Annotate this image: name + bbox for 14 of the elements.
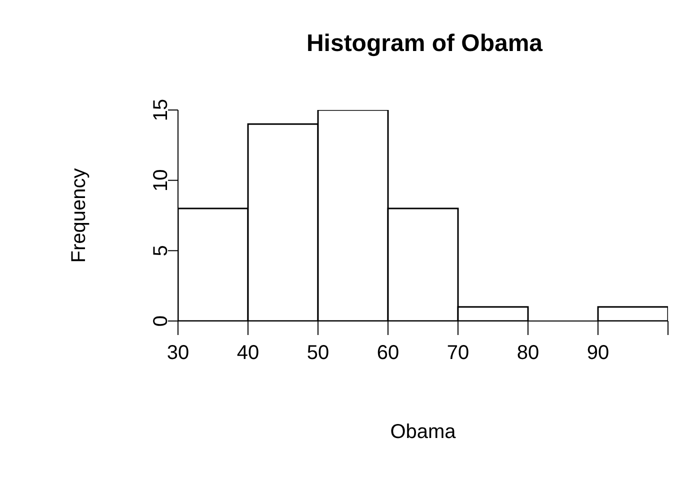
chart-title: Histogram of Obama: [305, 30, 544, 58]
y-tick-label: 15: [150, 98, 172, 122]
x-tick-label: 80: [516, 342, 540, 364]
y-tick-label: 0: [150, 315, 172, 327]
x-tick-label: 90: [586, 342, 610, 364]
y-tick-label: 10: [150, 169, 172, 192]
x-tick-label: 70: [446, 342, 470, 364]
x-tick-label: 60: [376, 342, 400, 364]
x-tick-label: 50: [306, 342, 330, 364]
x-tick-label: 30: [166, 342, 190, 364]
y-axis-title: Frequency: [68, 168, 90, 263]
x-tick-label: 40: [236, 342, 260, 364]
x-axis-title: Obama: [390, 421, 457, 443]
y-tick-label: 5: [150, 245, 172, 256]
